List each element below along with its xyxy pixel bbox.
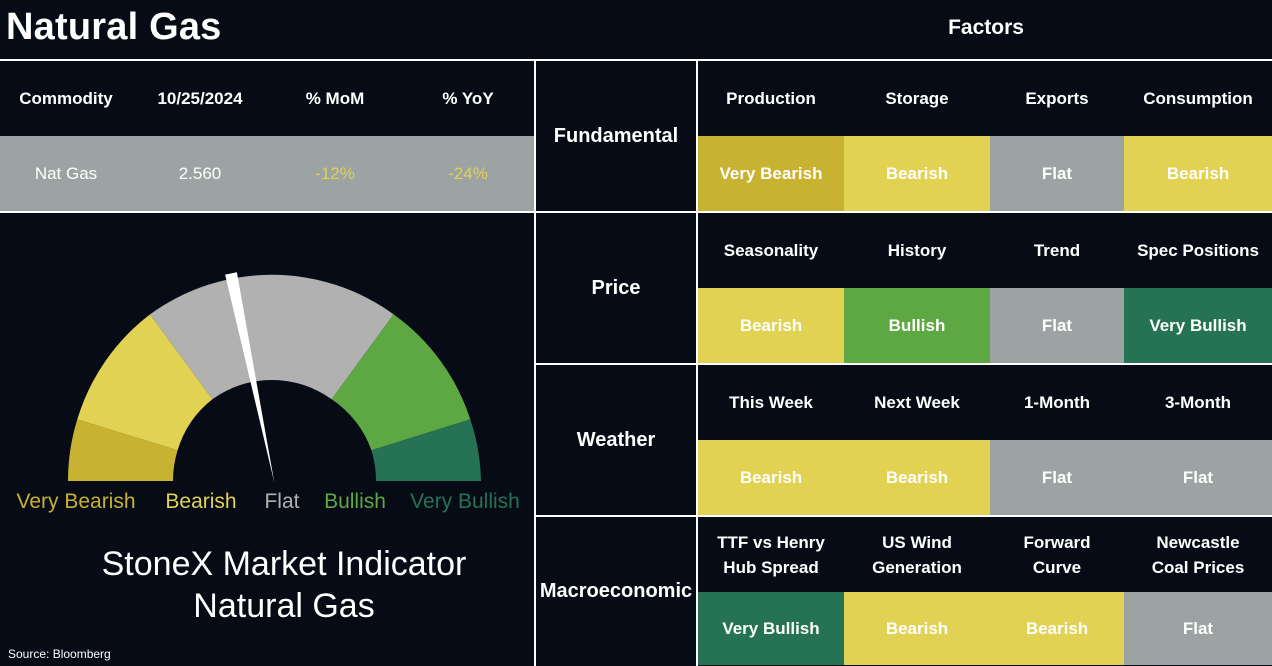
divider: [0, 59, 1272, 61]
factor-group-weather: Weather: [576, 428, 656, 451]
divider: [696, 59, 698, 666]
page-title: Natural Gas: [6, 6, 222, 48]
gauge-segment-bullish: [331, 314, 471, 451]
gauge-label-bullish: Bullish: [324, 490, 386, 513]
gauge-needle: [225, 272, 275, 483]
factor-group-price: Price: [591, 276, 641, 299]
factor-header-macroeconomic-1: US Wind Generation: [872, 532, 962, 577]
column-header-commodity: Commodity: [19, 88, 113, 108]
factor-value-price-0: Bearish: [698, 288, 844, 363]
indicator-line-1: StoneX Market Indicator: [101, 545, 467, 583]
factor-value-weather-0: Bearish: [698, 440, 844, 515]
divider: [536, 211, 1272, 213]
commodity-price: 2.560: [178, 163, 222, 183]
factor-value-macroeconomic-0: Very Bullish: [698, 592, 844, 665]
factor-header-macroeconomic-0: TTF vs Henry Hub Spread: [717, 532, 825, 577]
factor-header-macroeconomic-2: Forward Curve: [1023, 532, 1091, 577]
indicator-title: StoneX Market Indicator Natural Gas: [0, 543, 568, 627]
factor-value-price-3: Very Bullish: [1124, 288, 1272, 363]
factor-value-price-1: Bullish: [844, 288, 990, 363]
divider: [536, 515, 1272, 517]
column-header-mom: % MoM: [305, 88, 365, 108]
commodity-mom: -12%: [315, 163, 355, 183]
divider: [536, 363, 1272, 365]
factor-header-macroeconomic-3: Newcastle Coal Prices: [1151, 532, 1245, 577]
gauge-segment-flat: [150, 274, 394, 400]
factor-header-weather-1: Next Week: [874, 393, 960, 412]
gauge-label-very-bullish: Very Bullish: [410, 490, 520, 513]
factor-header-weather-3: 3-Month: [1164, 393, 1232, 412]
factor-value-fundamental-0: Very Bearish: [698, 136, 844, 211]
factor-value-macroeconomic-1: Bearish: [844, 592, 990, 665]
divider: [0, 211, 534, 213]
gauge-label-very-bearish: Very Bearish: [16, 490, 136, 513]
factor-header-fundamental-0: Production: [726, 89, 816, 108]
factor-header-weather-2: 1-Month: [1023, 393, 1091, 412]
factor-value-fundamental-3: Bearish: [1124, 136, 1272, 211]
factor-header-price-2: Trend: [1033, 241, 1081, 260]
divider: [534, 59, 536, 666]
factor-header-weather-0: This Week: [729, 393, 813, 412]
factor-value-macroeconomic-3: Flat: [1124, 592, 1272, 665]
factor-header-price-3: Spec Positions: [1137, 241, 1259, 260]
factor-header-price-0: Seasonality: [723, 241, 819, 260]
gauge-labels: Very Bearish Bearish Flat Bullish Very B…: [0, 490, 534, 514]
factor-header-fundamental-1: Storage: [885, 89, 949, 108]
table-row: Nat Gas 2.560 -12% -24%: [0, 136, 534, 211]
gauge-label-bearish: Bearish: [165, 490, 237, 513]
gauge-segment-very-bearish: [67, 419, 178, 481]
factors-title: Factors: [948, 16, 1024, 39]
indicator-line-2: Natural Gas: [193, 587, 375, 625]
factor-value-weather-2: Flat: [990, 440, 1124, 515]
gauge-segment-bearish: [77, 314, 213, 451]
factor-header-fundamental-2: Exports: [1025, 89, 1089, 108]
commodity-table: Commodity 10/25/2024 % MoM % YoY Nat Gas…: [0, 61, 534, 211]
factor-header-fundamental-3: Consumption: [1143, 89, 1253, 108]
commodity-table-header: Commodity 10/25/2024 % MoM % YoY: [0, 61, 534, 136]
commodity-yoy: -24%: [448, 163, 488, 183]
factor-value-weather-3: Flat: [1124, 440, 1272, 515]
factor-value-price-2: Flat: [990, 288, 1124, 363]
factor-value-fundamental-1: Bearish: [844, 136, 990, 211]
commodity-name: Nat Gas: [34, 163, 98, 183]
factor-value-macroeconomic-2: Bearish: [990, 592, 1124, 665]
factor-value-weather-1: Bearish: [844, 440, 990, 515]
factor-header-price-1: History: [887, 241, 947, 260]
source-note: Source: Bloomberg: [8, 647, 111, 661]
sentiment-gauge: [67, 272, 481, 483]
column-header-date: 10/25/2024: [157, 88, 243, 108]
factor-value-fundamental-2: Flat: [990, 136, 1124, 211]
factor-group-fundamental: Fundamental: [553, 124, 679, 147]
factor-group-macroeconomic: Macroeconomic: [539, 580, 693, 602]
column-header-yoy: % YoY: [442, 88, 494, 108]
gauge-label-flat: Flat: [264, 490, 300, 513]
gauge-segment-very-bullish: [371, 419, 481, 481]
